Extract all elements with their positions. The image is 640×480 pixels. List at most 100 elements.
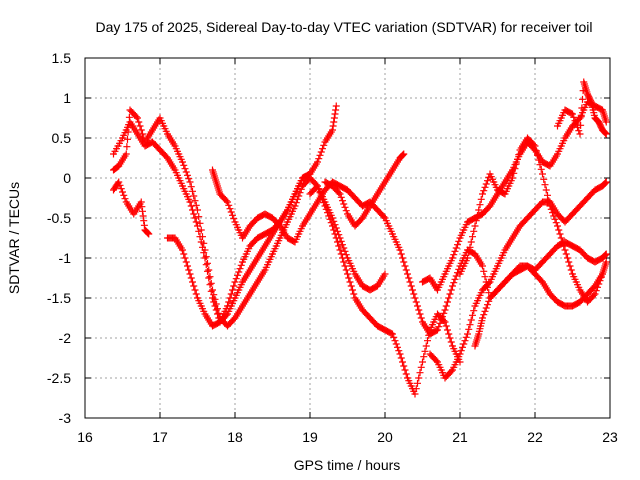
data-point (197, 238, 205, 246)
data-point (410, 290, 418, 298)
data-point (314, 158, 321, 166)
data-point (546, 202, 554, 210)
data-point (232, 275, 240, 283)
data-point (556, 230, 564, 238)
data-point (466, 243, 474, 251)
data-point (401, 366, 409, 374)
data-point (434, 326, 441, 334)
y-tick-label: 0 (63, 170, 71, 186)
data-point (464, 330, 471, 338)
data-point (459, 343, 466, 351)
data-point (337, 193, 345, 201)
data-point (417, 314, 425, 322)
data-point (226, 294, 234, 302)
data-point (467, 316, 475, 324)
data-point (117, 185, 125, 193)
data-point (336, 246, 344, 254)
x-tick-label: 20 (377, 429, 393, 445)
data-point (479, 190, 486, 198)
data-point (337, 237, 345, 245)
data-point (578, 104, 586, 112)
data-point (316, 151, 324, 159)
data-point (342, 266, 350, 274)
data-point (397, 250, 405, 258)
data-point (601, 129, 609, 137)
data-point (180, 250, 188, 258)
data-point (230, 282, 238, 290)
data-point (125, 113, 133, 121)
data-point (206, 273, 214, 281)
data-point (467, 238, 475, 246)
data-point (442, 302, 450, 310)
data-point (295, 192, 303, 200)
series-track-d (164, 102, 340, 330)
data-point (544, 191, 551, 199)
data-point (185, 266, 193, 274)
data-point (120, 191, 128, 199)
data-point (346, 278, 354, 286)
data-point (451, 247, 459, 255)
series-track-k (471, 262, 606, 350)
data-point (404, 270, 411, 278)
data-point (409, 286, 416, 294)
data-point (406, 278, 414, 286)
data-point (536, 161, 544, 169)
data-point (441, 318, 449, 326)
data-point (399, 151, 406, 159)
data-point (229, 211, 236, 219)
data-point (485, 297, 493, 305)
data-point (399, 254, 406, 262)
data-point (341, 203, 349, 211)
data-point (445, 330, 453, 338)
data-point (391, 337, 399, 345)
data-point (464, 254, 471, 262)
data-point (187, 202, 195, 210)
data-point (187, 274, 195, 282)
y-tick-label: -3 (59, 410, 72, 426)
data-point (452, 272, 460, 280)
data-point (137, 126, 145, 134)
data-point (485, 279, 493, 287)
data-point (511, 165, 519, 173)
data-point (480, 267, 488, 275)
data-point (454, 241, 461, 249)
data-point (184, 262, 191, 270)
x-axis-label: GPS time / hours (294, 457, 401, 473)
data-point (472, 217, 480, 225)
x-tick-label: 19 (302, 429, 318, 445)
data-point (190, 282, 198, 290)
data-point (532, 147, 540, 155)
data-point (339, 254, 346, 262)
data-point (530, 141, 538, 149)
data-point (390, 333, 398, 341)
data-point (380, 213, 388, 221)
data-point (450, 251, 458, 259)
data-point (191, 286, 199, 294)
data-point (590, 291, 598, 299)
data-point (534, 151, 541, 159)
data-point (411, 294, 419, 302)
data-point (542, 186, 550, 194)
data-point (412, 298, 420, 306)
data-point (196, 233, 204, 241)
data-point (564, 254, 571, 262)
data-point (602, 178, 610, 186)
data-point (405, 274, 413, 282)
data-point (441, 306, 449, 314)
data-point (194, 222, 201, 230)
data-point (122, 150, 130, 158)
data-point (416, 310, 424, 318)
data-point (411, 390, 419, 398)
data-point (485, 289, 493, 297)
data-point (400, 258, 408, 266)
data-point (510, 169, 518, 177)
data-point (509, 174, 516, 182)
data-point (515, 151, 523, 159)
data-point (479, 314, 486, 322)
data-point (332, 102, 340, 110)
data-point (195, 227, 203, 235)
data-point (545, 197, 553, 205)
data-point (577, 121, 585, 129)
data-point (339, 197, 346, 205)
data-point (236, 265, 244, 273)
